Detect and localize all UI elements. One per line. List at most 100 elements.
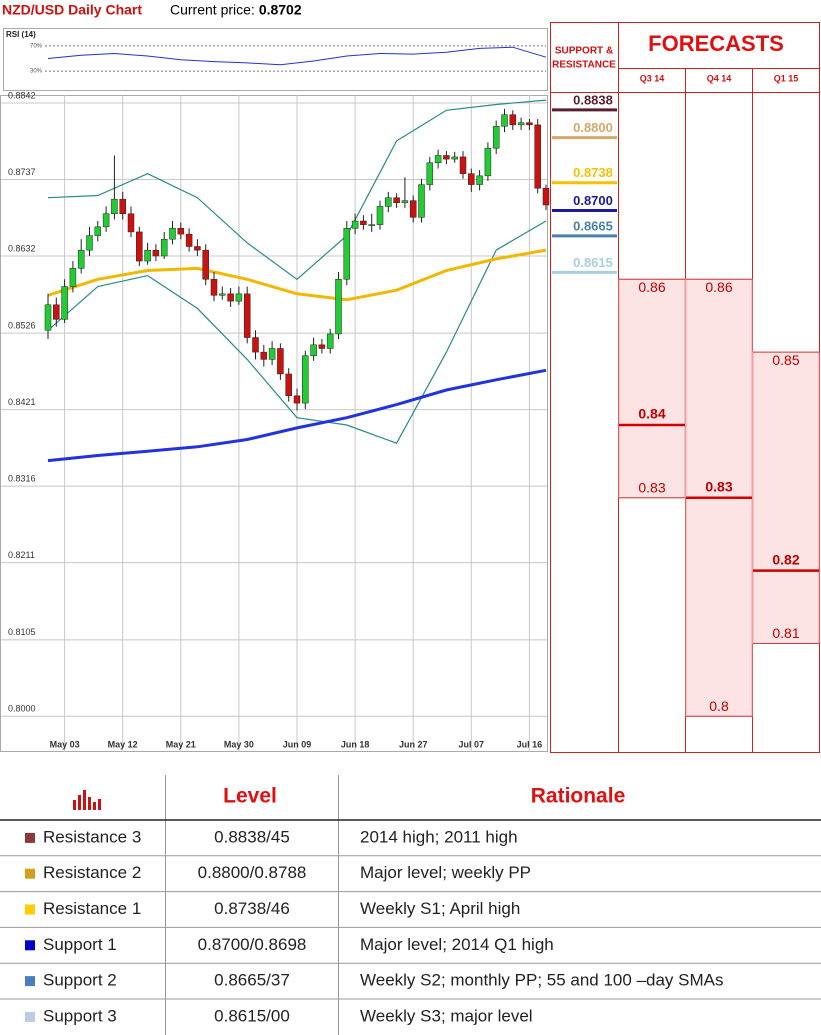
candle-body xyxy=(335,279,342,335)
y-tick-label: 0.8842 xyxy=(8,90,36,100)
candle-body xyxy=(542,187,550,206)
overlay-line xyxy=(47,248,547,302)
page-title: NZD/USD Daily Chart xyxy=(2,2,142,18)
y-tick-label: 0.8316 xyxy=(8,474,36,484)
candle-body xyxy=(418,184,425,218)
rsi-line xyxy=(47,46,547,66)
candle-body xyxy=(177,228,185,235)
table-icon xyxy=(73,790,101,810)
candle-body xyxy=(492,126,500,149)
x-tick-label: Jun 18 xyxy=(341,739,370,749)
rsi-title: RSI (14) xyxy=(6,30,36,39)
candle-body xyxy=(136,231,143,262)
candle-body xyxy=(351,220,359,229)
row-rationale: Major level; 2014 Q1 high xyxy=(360,935,554,954)
forecast-high-label: 0.85 xyxy=(772,352,799,368)
row-name: Resistance 1 xyxy=(43,899,141,918)
rsi-tick-label: 30% xyxy=(30,69,43,75)
sr-label: 0.8665 xyxy=(573,218,613,233)
candle-body xyxy=(77,249,85,269)
candle-body xyxy=(194,246,201,251)
rsi-tick-label: 70% xyxy=(30,43,43,49)
table-frame xyxy=(165,775,339,1035)
candle-body xyxy=(302,355,309,404)
row-rationale: Major level; weekly PP xyxy=(360,863,531,882)
overlay-line xyxy=(47,220,547,444)
candle-body xyxy=(509,114,517,126)
candle-body xyxy=(376,206,384,225)
forecast-range xyxy=(752,351,820,644)
x-tick-label: Jun 09 xyxy=(283,739,312,749)
y-tick-label: 0.8421 xyxy=(8,397,36,407)
row-level: 0.8700/0.8698 xyxy=(198,935,307,954)
x-tick-label: May 12 xyxy=(108,739,138,749)
overlay-line xyxy=(47,368,547,463)
row-rationale: Weekly S2; monthly PP; 55 and 100 –day S… xyxy=(360,971,724,990)
candle-body xyxy=(401,200,409,204)
candle-body xyxy=(326,333,334,349)
candle-body xyxy=(385,197,392,207)
candle-body xyxy=(526,122,533,126)
price-label: Current price: xyxy=(170,2,255,18)
candle-body xyxy=(44,304,52,331)
candle-body xyxy=(219,293,226,296)
candle-body xyxy=(243,293,251,338)
candle-body xyxy=(144,249,151,262)
candle-body xyxy=(102,213,110,228)
candle-body xyxy=(501,114,508,127)
forecast-title: FORECASTS xyxy=(648,31,784,56)
candle-body xyxy=(293,395,301,404)
x-tick-label: Jun 27 xyxy=(399,739,428,749)
candle-body xyxy=(476,175,483,185)
candle-body xyxy=(202,249,209,280)
row-name: Support 3 xyxy=(43,1006,117,1025)
candle-body xyxy=(434,155,442,163)
forecast-low-label: 0.81 xyxy=(772,625,799,641)
row-level: 0.8838/45 xyxy=(214,827,290,846)
candle-body xyxy=(310,344,317,357)
sr-title: RESISTANCE xyxy=(552,60,616,71)
candle-body xyxy=(368,224,375,226)
candle-body xyxy=(160,238,168,257)
candle-body xyxy=(451,156,458,160)
candle-body xyxy=(53,304,60,320)
row-level: 0.8665/37 xyxy=(214,971,290,990)
level-swatch xyxy=(25,976,35,987)
candle-body xyxy=(69,268,77,287)
forecast-median-label: 0.82 xyxy=(772,551,799,567)
candle-body xyxy=(534,124,541,189)
candle-body xyxy=(185,233,193,247)
y-tick-label: 0.8211 xyxy=(8,550,35,560)
level-swatch xyxy=(25,868,35,879)
candle-body xyxy=(318,344,326,349)
level-swatch xyxy=(25,904,35,915)
candle-body xyxy=(459,156,467,174)
level-swatch xyxy=(25,832,35,843)
price-panel xyxy=(0,95,548,752)
y-tick-label: 0.8105 xyxy=(8,627,36,637)
candle-body xyxy=(86,235,93,251)
forecast-high-label: 0.86 xyxy=(705,279,732,295)
y-tick-label: 0.8526 xyxy=(8,321,36,331)
quarter-label: Q4 14 xyxy=(707,73,732,83)
forecast-range xyxy=(618,278,686,499)
overlay-line xyxy=(47,99,547,281)
forecast-median-label: 0.84 xyxy=(638,406,665,422)
candle-body xyxy=(285,373,292,397)
sr-label: 0.8700 xyxy=(573,193,613,208)
candle-body xyxy=(343,228,351,280)
candle-body xyxy=(152,249,160,257)
candle-body xyxy=(360,220,367,225)
table-header: Rationale xyxy=(531,785,626,808)
forecast-high-label: 0.86 xyxy=(638,279,665,295)
row-name: Support 1 xyxy=(43,935,117,954)
candle-body xyxy=(252,337,259,353)
level-swatch xyxy=(25,1011,35,1022)
x-tick-label: May 30 xyxy=(224,739,254,749)
y-tick-label: 0.8000 xyxy=(8,704,36,714)
row-level: 0.8615/00 xyxy=(214,1006,290,1025)
rsi-panel xyxy=(3,28,548,91)
candle-body xyxy=(94,226,102,236)
candle-body xyxy=(443,155,450,160)
